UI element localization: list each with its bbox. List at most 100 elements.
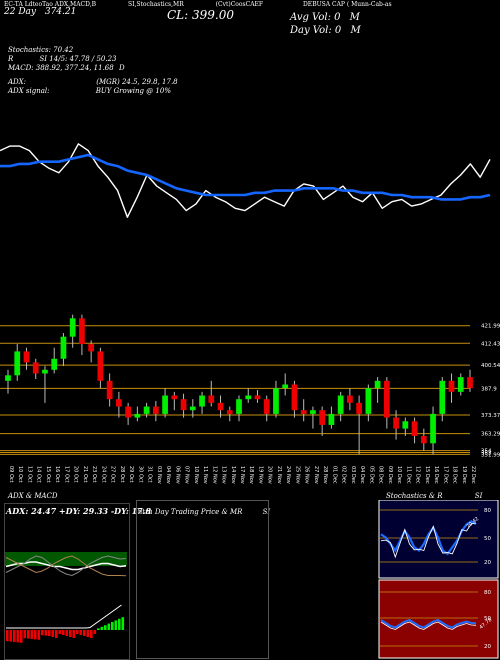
avg-vol-unit: M [349, 12, 360, 23]
candle-body [356, 402, 362, 414]
candle-body [32, 362, 39, 374]
macd-histogram-bar [34, 630, 37, 640]
adx-readout: ADX: (MGR) 24.5, 29.8, 17.8 ADX signal: … [8, 78, 178, 96]
date-label: 27 Oct [110, 466, 116, 483]
day-vol-unit: M [350, 25, 361, 36]
rsi-level-label: 50 [484, 616, 491, 622]
date-label: 01 Dec [331, 466, 337, 484]
date-label: 12 Nov [211, 466, 217, 484]
candle-body [310, 410, 316, 414]
macd-histogram-bar [48, 630, 51, 636]
date-label: 13 Oct [26, 466, 32, 483]
date-label: 18 Dec [452, 466, 458, 484]
macd-histogram-bar [86, 630, 90, 637]
candle-body [208, 395, 215, 403]
date-label: 09 Oct [8, 466, 14, 483]
date-label: 24 Oct [100, 466, 106, 483]
stoch-title-suffix: SI [474, 492, 483, 500]
date-label: 10 Dec [396, 466, 402, 484]
macd-histogram-bar [72, 630, 76, 638]
date-label: 16 Dec [433, 466, 439, 484]
macd-histogram-bar [55, 630, 58, 638]
macd-line [6, 604, 122, 629]
candle-body [152, 406, 159, 414]
macd-readout: MACD: 388.92, 377.24, 11.68 D [8, 64, 125, 73]
rsi-level-label: 80 [484, 590, 491, 596]
macd-histogram-bar [44, 630, 48, 636]
macd-signal: D [118, 64, 125, 72]
price-level-label: 421.99 [481, 324, 500, 330]
header-date: 22 Day [4, 7, 36, 17]
candle-body [88, 344, 95, 352]
rsi-value: SI 14/5: 47.78 / 50.23 [39, 55, 117, 63]
candle-body [467, 377, 473, 389]
macd-histogram-bar [16, 630, 20, 643]
rsi-average-line [0, 153, 491, 201]
candle-body [171, 395, 178, 400]
rsi-average-line-bottom [380, 621, 477, 630]
candle-body [180, 399, 187, 411]
header-strip-1: EC-TA LdteoTao ADX,MACD,B [4, 1, 97, 8]
date-label: 05 Dec [368, 466, 374, 484]
candle-body [236, 399, 242, 414]
date-label: 18 Nov [248, 466, 254, 484]
candle-body [51, 358, 58, 370]
date-label: 25 Nov [294, 466, 300, 484]
macd-histogram-bar [20, 630, 23, 643]
macd-histogram-bar [104, 625, 107, 630]
header-strip-2: SI,Stochastics,MR [127, 1, 184, 8]
date-label: 20 Oct [73, 466, 79, 483]
macd-histogram-bar [13, 630, 16, 642]
main-chart: 421.99 412.43 400.54 387.9 373.37 363.29 35435… [0, 143, 500, 484]
adx-panel-readout: ADX: 24.47 +DY: 29.33 -DY: 17.8 [6, 506, 152, 516]
date-label: 17 Oct [63, 466, 69, 483]
date-label: 26 Nov [304, 466, 310, 484]
macd-histogram-bar [37, 630, 41, 640]
date-label: 21 Oct [82, 466, 88, 483]
candle-body [69, 318, 76, 337]
adx-signal-label: ADX signal: [8, 87, 50, 95]
candle-body [300, 410, 307, 414]
intraday-title-text: Intra Day Trading Price & MR [135, 508, 243, 516]
candle-body [162, 395, 168, 414]
candle-body [365, 388, 372, 414]
macd-value: MACD: 388.92, 377.24, 11.68 [8, 64, 114, 72]
date-label: 21 Nov [276, 466, 282, 484]
adx-line-adx [5, 561, 127, 571]
stoch-panel-title: Stochastics & R SI [386, 492, 482, 500]
rsi-line-layer [0, 143, 491, 218]
candle-body [402, 421, 409, 429]
date-label: 17 Nov [239, 466, 245, 484]
candle-body [254, 395, 261, 400]
candle-body [374, 380, 381, 389]
candle-body [448, 380, 455, 392]
candle-body [60, 336, 67, 359]
macd-histogram-bar [111, 622, 114, 630]
date-label: 24 Nov [285, 466, 291, 484]
price-level-label: 387.9 [481, 386, 497, 392]
candle-body [411, 421, 418, 436]
date-label: 11 Dec [405, 466, 411, 484]
candle-body [134, 413, 141, 418]
date-label: 27 Nov [313, 466, 319, 484]
macd-histogram-bar [118, 618, 121, 630]
stoch-level-label: 50 [484, 536, 491, 542]
candle-body [393, 417, 399, 429]
rsi-readout: R SI 14/5: 47.78 / 50.23 [8, 55, 125, 64]
stochastics-d-line [380, 522, 477, 559]
date-label: 19 Nov [257, 466, 263, 484]
indicator-readout: Stochastics: 70.42 R SI 14/5: 47.78 / 50… [8, 46, 125, 73]
date-label: 02 Dec [341, 466, 347, 484]
macd-histogram-bar [9, 630, 13, 642]
header-avg-vol: Avg Vol: 0 M [290, 12, 360, 23]
date-label: 03 Nov [156, 466, 162, 484]
macd-histogram-bar [121, 617, 125, 630]
date-label: 14 Nov [230, 466, 236, 484]
intraday-panel [136, 500, 269, 659]
candle-body [291, 384, 298, 411]
header-close: CL: 399.00 [167, 8, 234, 22]
macd-histogram-bar [62, 630, 65, 635]
candle-body [189, 406, 196, 411]
